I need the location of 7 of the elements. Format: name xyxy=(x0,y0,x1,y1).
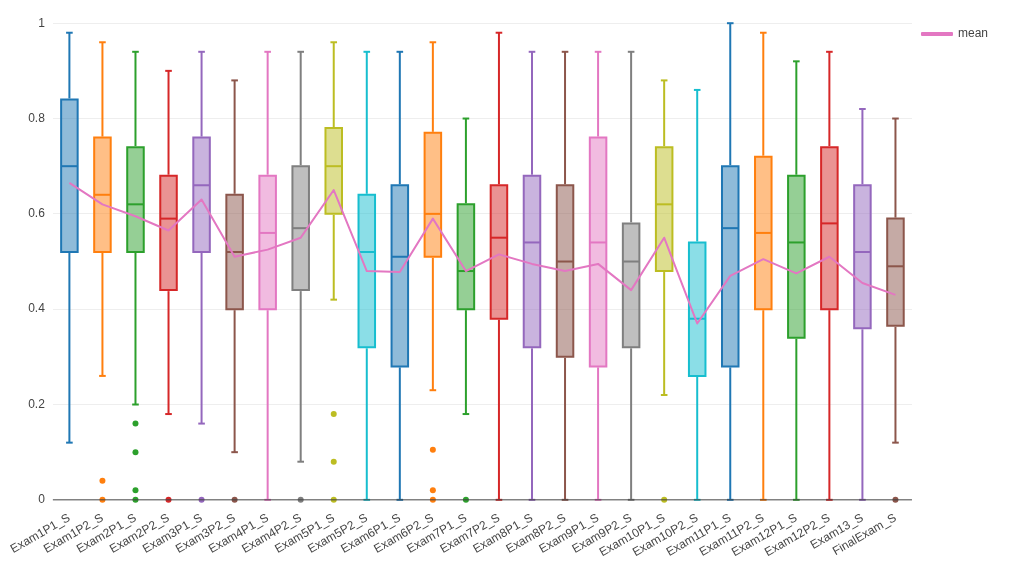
y-tick-label: 0.6 xyxy=(28,206,46,221)
y-tick-label: 0.8 xyxy=(28,110,46,125)
y-tick-label: 0.2 xyxy=(28,396,46,411)
y-tick-label: 0 xyxy=(38,492,46,507)
legend-label: mean xyxy=(957,26,989,41)
y-tick-label: 0.4 xyxy=(28,301,46,316)
y-tick-label: 1 xyxy=(38,15,46,30)
